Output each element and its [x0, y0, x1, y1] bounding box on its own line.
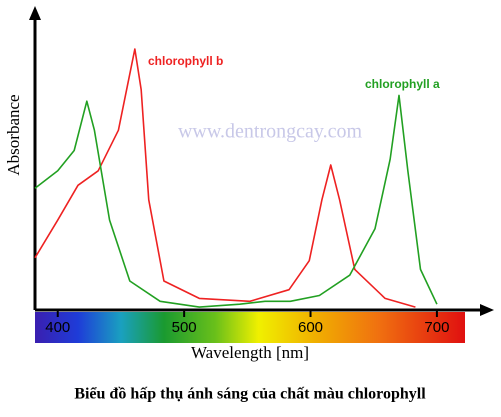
x-arrow — [480, 304, 494, 316]
series-line — [34, 94, 438, 308]
x-tick-label: 700 — [424, 319, 449, 336]
series-line — [34, 48, 416, 308]
x-tick-label: 400 — [45, 319, 70, 336]
x-tick-label: 500 — [172, 319, 197, 336]
x-tick-label: 600 — [298, 319, 323, 336]
y-axis-label: Absorbance — [4, 94, 23, 175]
watermark: www.dentrongcay.com — [178, 121, 362, 143]
y-arrow — [29, 6, 41, 20]
caption: Biểu đồ hấp thụ ánh sáng của chất màu ch… — [74, 386, 426, 403]
spectrum-bar — [35, 312, 465, 343]
series-label: chlorophyll b — [148, 54, 223, 68]
series-label: chlorophyll a — [365, 77, 440, 91]
x-axis-label: Wavelength [nm] — [191, 343, 309, 362]
